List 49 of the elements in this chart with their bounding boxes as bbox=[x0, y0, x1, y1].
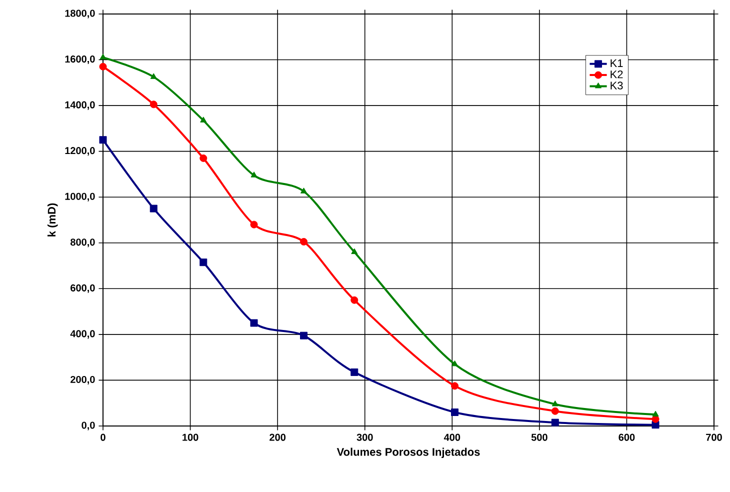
point bbox=[150, 204, 158, 212]
x-axis-title: Volumes Porosos Injetados bbox=[336, 448, 480, 458]
point bbox=[300, 188, 308, 194]
point bbox=[350, 368, 358, 376]
x-tick-label: 0 bbox=[100, 434, 106, 441]
x-tick-label: 100 bbox=[182, 434, 198, 441]
point bbox=[551, 407, 559, 415]
legend-label: K1 bbox=[610, 59, 623, 67]
point bbox=[150, 100, 158, 108]
y-tick-label: 1000,0 bbox=[65, 192, 95, 202]
y-tick-label: 400,0 bbox=[70, 330, 95, 339]
point bbox=[300, 332, 308, 340]
legend-label: K3 bbox=[610, 82, 623, 90]
point bbox=[200, 154, 208, 162]
x-tick-label: 300 bbox=[356, 434, 373, 441]
point bbox=[652, 415, 660, 423]
point bbox=[451, 360, 458, 366]
point bbox=[150, 73, 157, 79]
point bbox=[200, 116, 207, 122]
point bbox=[350, 296, 358, 304]
point bbox=[451, 408, 459, 416]
point bbox=[551, 418, 559, 426]
x-tick-label: 200 bbox=[270, 434, 286, 441]
x-tick-label: 700 bbox=[706, 434, 722, 441]
y-tick-label: 800,0 bbox=[70, 238, 95, 248]
point bbox=[100, 54, 106, 60]
y-tick-label: 1800,0 bbox=[65, 10, 95, 18]
y-axis-title: k (mD) bbox=[48, 203, 58, 236]
y-tick-label: 1600,0 bbox=[65, 56, 95, 64]
y-tick-label: 0,0 bbox=[82, 422, 95, 430]
point bbox=[351, 248, 358, 254]
point bbox=[552, 400, 558, 406]
point bbox=[99, 136, 107, 144]
x-tick-label: 500 bbox=[531, 434, 548, 441]
x-tick-label: 400 bbox=[444, 434, 460, 441]
point bbox=[300, 238, 308, 246]
point bbox=[99, 62, 107, 70]
y-tick-label: 1400,0 bbox=[65, 101, 95, 110]
legend-label: K2 bbox=[610, 70, 623, 78]
y-tick-label: 1200,0 bbox=[65, 147, 95, 156]
point bbox=[200, 258, 208, 266]
point bbox=[652, 410, 659, 417]
y-tick-label: 600,0 bbox=[70, 284, 95, 293]
y-tick-label: 200,0 bbox=[70, 376, 95, 384]
point bbox=[250, 172, 258, 178]
point bbox=[250, 319, 258, 327]
point bbox=[451, 382, 459, 390]
point bbox=[250, 220, 258, 228]
x-tick-label: 600 bbox=[618, 434, 635, 441]
